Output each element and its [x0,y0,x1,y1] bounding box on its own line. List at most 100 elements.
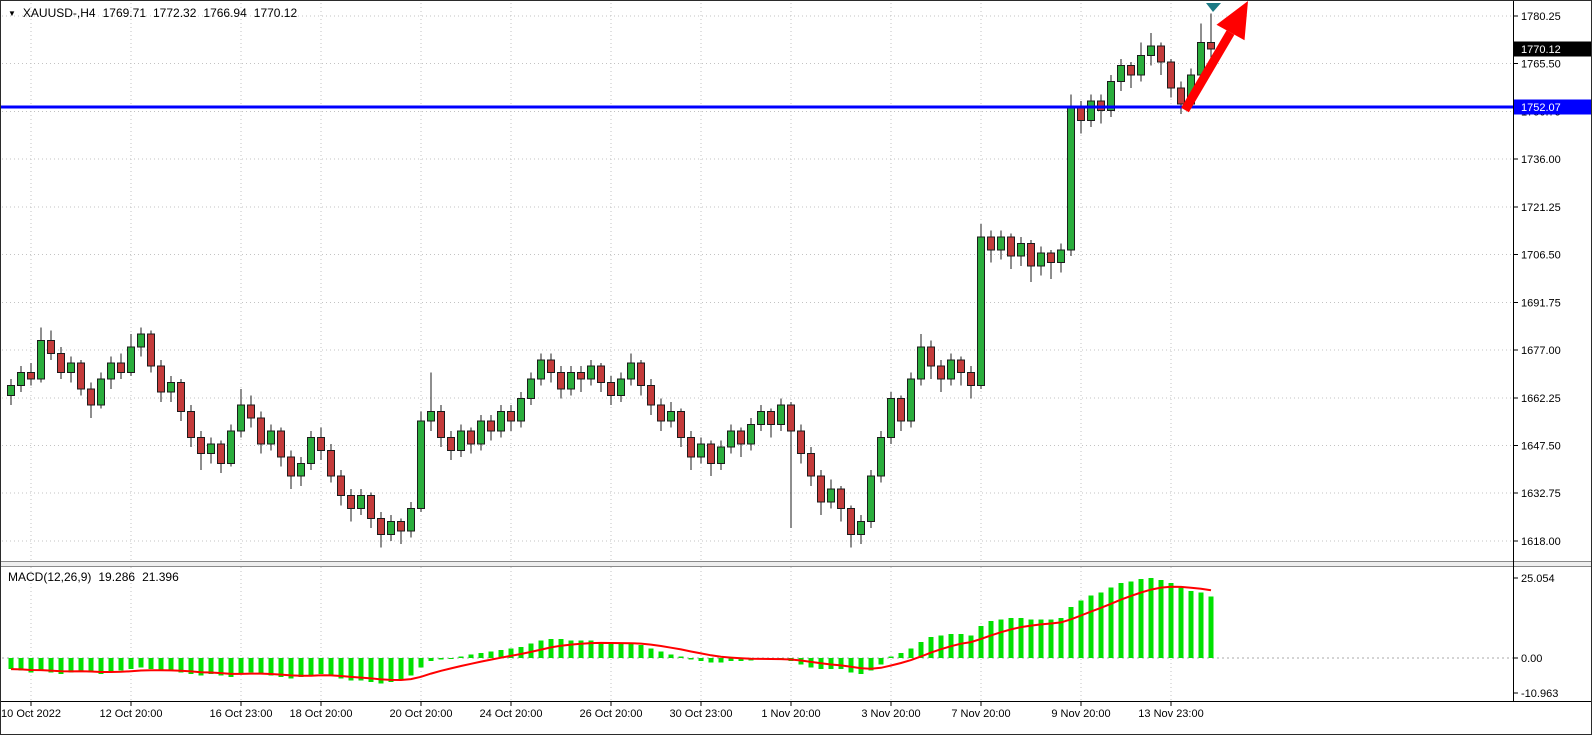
macd-histogram-bar [478,653,484,658]
macd-histogram-bar [888,656,894,658]
macd-histogram-bar [428,657,434,662]
time-tick-label: 20 Oct 20:00 [390,708,453,720]
candle-body [307,436,315,464]
macd-histogram-bar [1208,596,1214,658]
macd-histogram-bar [98,657,104,674]
trend-arrow-shaft[interactable] [1181,30,1235,113]
time-tick-label: 1 Nov 20:00 [761,708,820,720]
macd-histogram-bar [278,657,284,678]
candle-body [157,365,165,393]
candle-body [117,362,125,374]
macd-histogram-bar [928,637,934,658]
macd-histogram-bar [1048,619,1054,658]
candle-body [1087,100,1095,121]
candle-body [727,430,735,448]
candle-body [7,385,15,396]
candle-body [507,411,515,422]
macd-tick-label: 0.00 [1521,653,1542,665]
ohlc-high-value: 1772.32 [153,6,197,20]
macd-histogram-bar [838,657,844,670]
macd-histogram-bar [738,657,744,662]
candle-body [917,346,925,380]
macd-histogram-bar [1138,578,1144,658]
macd-histogram-bar [1068,606,1074,658]
macd-signal-line [10,585,1212,682]
macd-histogram-bar [578,640,584,658]
candle-body [27,372,35,380]
macd-histogram-bar [18,657,24,671]
candle-body [617,378,625,396]
candle-body [887,398,895,438]
macd-histogram-bar [378,657,384,684]
candle-body [137,333,145,348]
macd-title: MACD(12,26,9) [8,570,92,584]
candle-body [997,236,1005,251]
candle-body [167,381,175,393]
current-price-label-text: 1770.12 [1521,44,1561,56]
macd-histogram-bar [1008,618,1014,658]
macd-histogram-bar [518,646,524,658]
macd-histogram-bar [358,657,364,681]
macd-histogram-bar [58,657,64,674]
macd-histogram-bar [28,657,34,673]
candle-body [67,362,75,374]
trend-arrow-head[interactable] [1216,1,1249,41]
ohlc-low-value: 1766.94 [203,6,247,20]
macd-histogram-bar [168,657,174,671]
macd-histogram-bar [128,657,134,670]
macd-histogram-bar [848,657,854,673]
candle-body [197,436,205,455]
macd-histogram-bar [698,657,704,662]
candle-body [517,398,525,422]
pane-resize-handle[interactable] [1,561,1592,567]
candle-body [327,449,335,477]
candle-body [267,430,275,445]
macd-histogram-bar [718,657,724,663]
candle-body [757,411,765,425]
candle-body [217,443,225,464]
candle-body [1157,45,1165,63]
macd-histogram-bar [1108,587,1114,658]
macd-histogram-bar [508,648,514,658]
price-axis-zone[interactable] [1513,1,1592,701]
macd-histogram-bar [1078,600,1084,658]
candle-body [357,495,365,510]
macd-histogram-bar [248,657,254,673]
candle-body [747,423,755,445]
candle-body [1027,242,1035,267]
macd-histogram-bar [688,657,694,660]
candle-body [77,362,85,390]
candle-body [1107,81,1115,112]
candle-body [1127,64,1135,76]
candle-body [1057,249,1065,264]
candle-body [407,508,415,532]
time-tick-label: 24 Oct 20:00 [480,708,543,720]
macd-histogram-bar [958,634,964,658]
macd-histogram-bar [998,619,1004,658]
macd-histogram-bar [268,657,274,676]
macd-histogram-bar [458,656,464,658]
candle-body [817,475,825,503]
macd-histogram-bar [498,649,504,658]
candle-body [567,372,575,390]
candle-body [587,365,595,380]
candle-body [237,404,245,432]
candle-body [927,346,935,367]
macd-histogram-bar [988,621,994,658]
macd-histogram-bar [528,643,534,658]
candle-body [397,521,405,532]
macd-histogram-bar [708,657,714,663]
macd-histogram-bar [348,657,354,681]
time-axis-zone[interactable] [1,701,1592,735]
symbol-dropdown-icon[interactable]: ▼ [8,9,16,18]
candle-body [1167,61,1175,89]
price-tick-label: 1780.25 [1521,11,1561,23]
macd-histogram-bar [218,657,224,676]
candle-body [387,521,395,535]
candle-body [877,436,885,477]
macd-main-value: 19.286 [98,570,136,584]
hline-price-label-text: 1752.07 [1521,102,1561,114]
candle-body [1017,242,1025,257]
macd-histogram-bar [1178,587,1184,658]
